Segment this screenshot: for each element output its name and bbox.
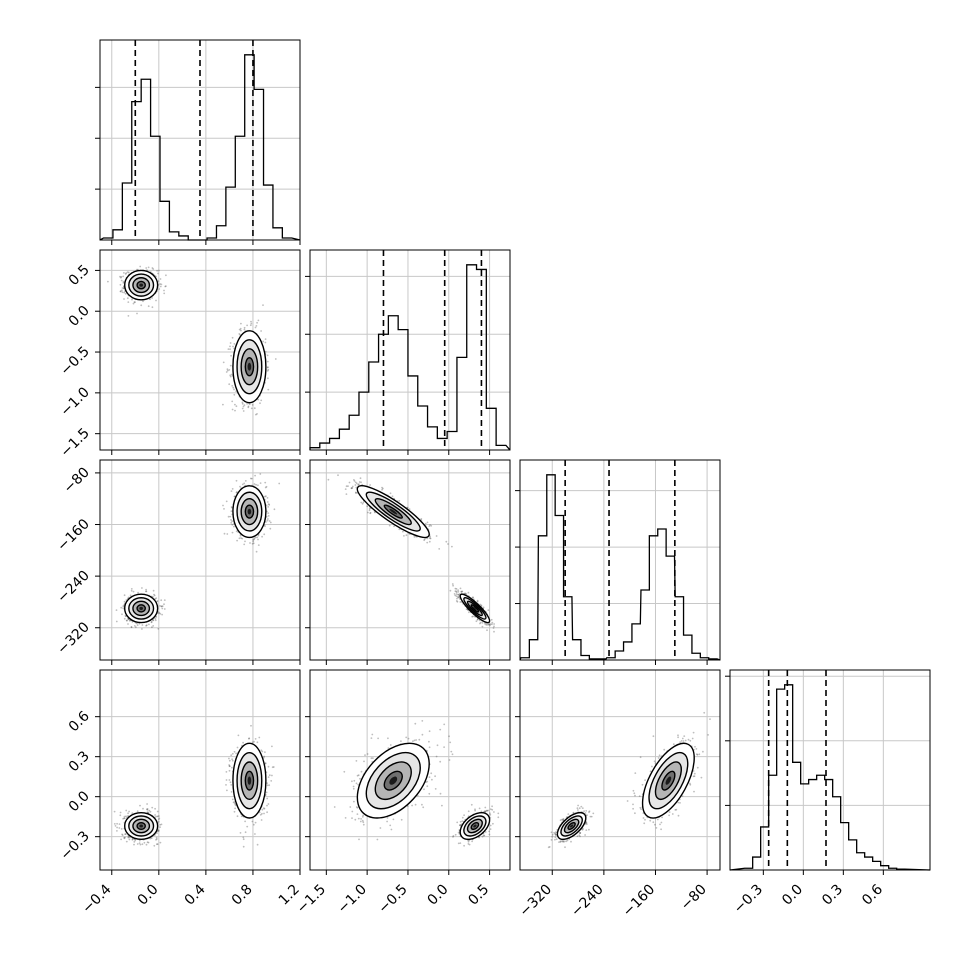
hist-panel-frame	[99, 39, 301, 241]
scatter-points	[113, 724, 275, 848]
hist-panel-3	[725, 669, 931, 875]
x-tick-label-2-0: −320	[517, 882, 556, 921]
x-tick-label-1-4: 0.5	[465, 882, 492, 909]
x-tick-label-1-3: 0.0	[425, 882, 452, 909]
hist-panel-2	[515, 459, 721, 665]
scatter-panel-frame	[519, 669, 721, 871]
histogram-step	[729, 684, 931, 871]
x-tick-label-3-1: 0.0	[779, 882, 806, 909]
y-tick-label-1-0: −1.5	[57, 425, 92, 460]
density-peak	[247, 776, 252, 785]
scatter-panel-2-1	[305, 459, 511, 665]
scatter-panel-frame	[99, 249, 301, 451]
density-peak	[247, 508, 252, 515]
x-tick-label-0-1: 0.0	[135, 882, 162, 909]
x-tick-label-2-3: −80	[678, 882, 710, 914]
scatter-points	[333, 720, 500, 847]
x-tick-label-3-0: −0.3	[731, 882, 766, 917]
y-tick-label-1-4: 0.5	[66, 262, 93, 289]
scatter-points	[327, 474, 495, 633]
x-tick-label-0-2: 0.4	[182, 881, 209, 908]
scatter-panel-3-2	[515, 669, 721, 875]
histogram-step	[309, 264, 511, 451]
y-tick-label-3-2: 0.3	[66, 748, 93, 775]
density-peak	[389, 776, 398, 785]
scatter-panel-3-1	[305, 669, 511, 875]
x-tick-label-1-1: −1.0	[335, 882, 370, 917]
density-peak	[473, 606, 477, 610]
density-peak	[139, 606, 143, 610]
x-tick-label-2-2: −160	[620, 882, 659, 921]
x-tick-label-1-0: −1.5	[294, 882, 329, 917]
density-peak	[139, 283, 143, 287]
y-tick-label-3-1: 0.0	[66, 788, 93, 815]
scatter-panel-2-0	[95, 459, 301, 665]
scatter-panel-frame	[99, 459, 301, 661]
scatter-points	[115, 473, 281, 630]
density-peak	[139, 824, 143, 828]
scatter-panel-3-0	[95, 669, 301, 875]
y-tick-label-1-2: −0.5	[57, 344, 92, 379]
scatter-panel-1-0	[95, 249, 301, 455]
hist-panel-1	[305, 249, 511, 455]
y-tick-label-1-1: −1.0	[57, 384, 92, 419]
hist-panel-frame	[729, 669, 931, 871]
x-tick-label-3-2: 0.3	[819, 882, 846, 909]
x-tick-label-3-3: 0.6	[859, 881, 886, 908]
hist-panel-frame	[309, 249, 511, 451]
histogram-step	[519, 474, 721, 661]
x-tick-label-1-2: −0.5	[375, 882, 410, 917]
scatter-panel-frame	[309, 669, 511, 871]
hist-panel-frame	[519, 459, 721, 661]
x-tick-label-0-0: −0.4	[79, 881, 114, 916]
scatter-panel-frame	[99, 669, 301, 871]
density-peak	[665, 776, 672, 785]
scatter-points	[547, 711, 711, 849]
density-peak	[389, 508, 398, 515]
y-tick-label-2-1: −240	[54, 568, 93, 607]
scatter-points	[107, 265, 277, 416]
x-tick-label-2-1: −240	[568, 882, 607, 921]
density-peak	[473, 824, 477, 828]
y-tick-label-3-3: 0.6	[66, 708, 93, 735]
density-peak	[570, 824, 574, 828]
y-tick-label-3-0: −0.3	[57, 828, 92, 863]
density-peak	[247, 362, 252, 371]
hist-panel-0	[95, 39, 301, 245]
y-tick-label-2-3: −80	[61, 464, 93, 496]
y-tick-label-2-0: −320	[54, 619, 93, 658]
y-tick-label-2-2: −160	[54, 516, 93, 555]
x-tick-label-0-3: 0.8	[229, 882, 256, 909]
y-tick-label-1-3: 0.0	[66, 303, 93, 330]
scatter-panel-frame	[309, 459, 511, 661]
